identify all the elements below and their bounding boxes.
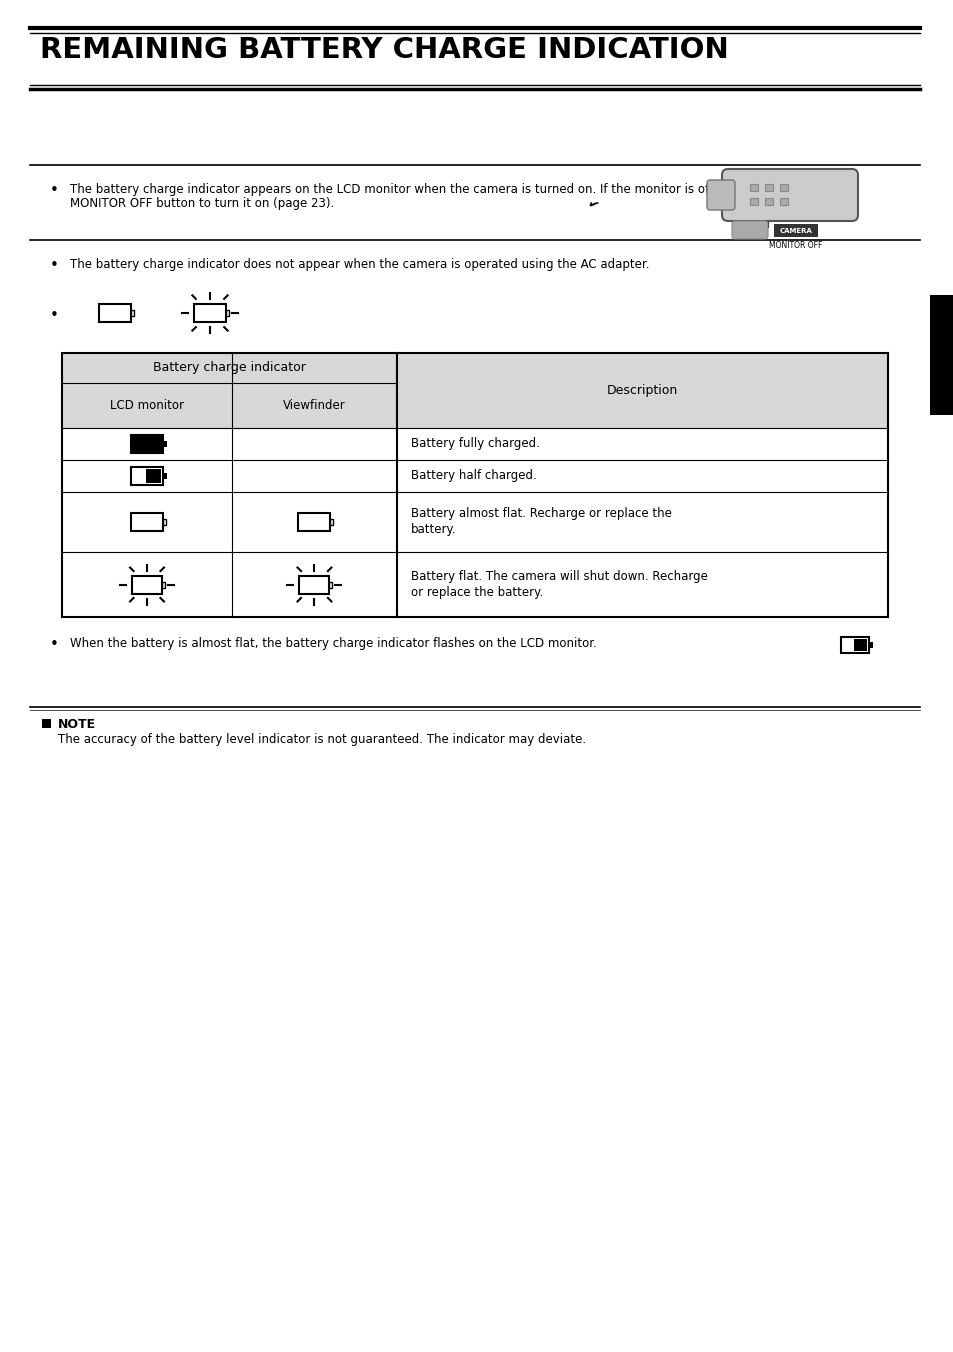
Text: MONITOR OFF: MONITOR OFF [768,241,821,250]
Bar [193,304,226,322]
Bar [749,197,758,206]
Bar [163,473,167,479]
Text: Battery fully charged.: Battery fully charged. [411,438,539,450]
Bar [99,304,131,322]
Bar [62,353,887,617]
FancyBboxPatch shape [731,220,767,239]
Text: ✔: ✔ [584,197,600,214]
Text: •: • [50,307,59,323]
Bar [773,224,817,237]
Text: When the battery is almost flat, the battery charge indicator flashes on the LCD: When the battery is almost flat, the bat… [70,637,597,650]
Bar [131,512,163,531]
Text: CAMERA: CAMERA [779,228,812,234]
Bar [163,519,166,525]
Text: REMAINING BATTERY CHARGE INDICATION: REMAINING BATTERY CHARGE INDICATION [40,37,728,64]
Bar [929,295,953,415]
Bar [868,642,872,648]
Bar [226,310,229,316]
Bar [131,435,163,453]
Bar [841,637,868,653]
Bar [853,639,866,652]
FancyBboxPatch shape [721,169,857,220]
Bar [132,576,162,594]
Text: The battery charge indicator does not appear when the camera is operated using t: The battery charge indicator does not ap… [70,258,649,270]
Bar [396,353,887,429]
Text: or replace the battery.: or replace the battery. [411,585,542,599]
Bar [131,466,163,485]
Bar [780,184,787,191]
Bar [146,469,161,483]
Bar [780,197,787,206]
Text: Battery half charged.: Battery half charged. [411,469,537,483]
Bar [163,441,167,448]
FancyBboxPatch shape [706,180,734,210]
Bar [62,383,396,429]
Text: •: • [50,637,59,652]
Bar [764,197,772,206]
Text: Battery flat. The camera will shut down. Recharge: Battery flat. The camera will shut down.… [411,571,707,583]
Bar [749,184,758,191]
Bar [299,576,329,594]
Bar [42,719,51,727]
Text: battery.: battery. [411,523,456,537]
Bar [62,353,396,383]
Text: LCD monitor: LCD monitor [110,399,184,412]
Text: •: • [50,258,59,273]
Text: Description: Description [606,384,678,397]
Bar [329,581,333,588]
Text: MONITOR OFF button to turn it on (page 23).: MONITOR OFF button to turn it on (page 2… [70,197,334,210]
Text: Battery charge indicator: Battery charge indicator [152,361,306,375]
Text: The battery charge indicator appears on the LCD monitor when the camera is turne: The battery charge indicator appears on … [70,183,775,196]
Bar [330,519,334,525]
Bar [298,512,330,531]
Bar [764,184,772,191]
Text: The accuracy of the battery level indicator is not guaranteed. The indicator may: The accuracy of the battery level indica… [58,733,585,746]
Text: NOTE: NOTE [58,718,96,731]
Text: Battery almost flat. Recharge or replace the: Battery almost flat. Recharge or replace… [411,507,671,521]
Text: •: • [50,183,59,197]
Bar [162,581,165,588]
Bar [131,310,133,316]
Text: Viewfinder: Viewfinder [283,399,346,412]
